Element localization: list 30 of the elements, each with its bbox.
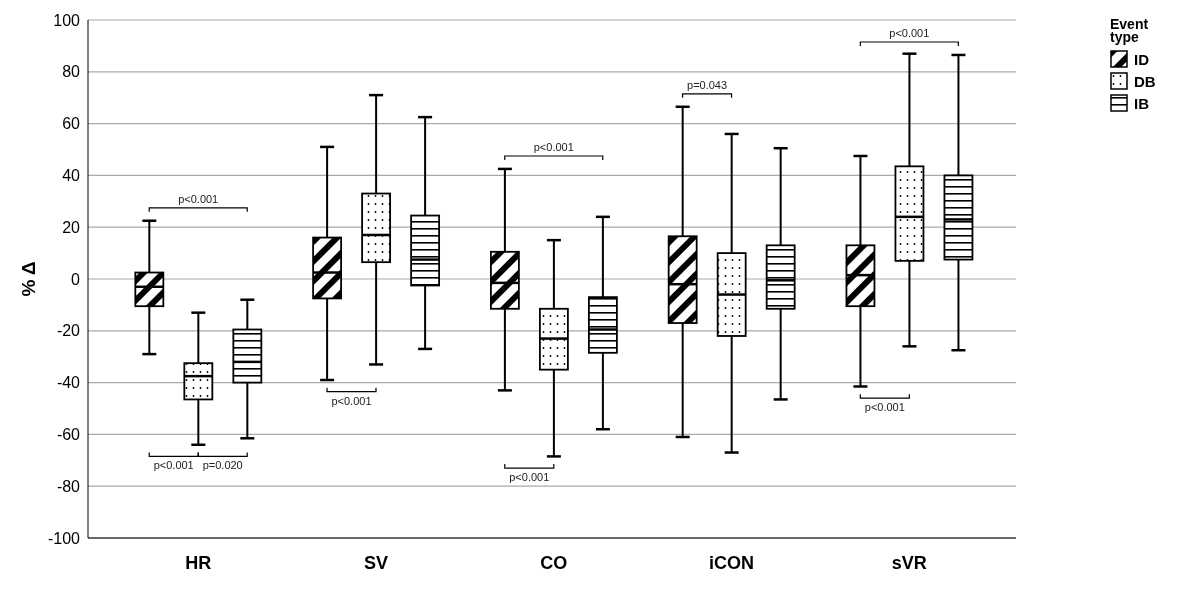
y-tick-label: 40 xyxy=(62,167,81,185)
annotation: p<0.001 xyxy=(864,401,905,414)
legend-label: ID xyxy=(1134,50,1149,68)
x-tick-label: sVR xyxy=(891,552,927,573)
annotation: p<0.001 xyxy=(331,394,372,407)
annotation: p<0.001 xyxy=(153,459,194,472)
annotation: p<0.001 xyxy=(889,27,930,40)
y-tick-label: -100 xyxy=(47,529,81,547)
x-tick-label: SV xyxy=(363,552,389,573)
legend-label: DB xyxy=(1134,72,1156,90)
annotation: p=0.020 xyxy=(202,459,243,472)
x-tick-label: CO xyxy=(540,552,568,573)
y-tick-label: 60 xyxy=(62,115,81,133)
legend-title: Event type xyxy=(1110,16,1150,45)
annotation: p<0.001 xyxy=(533,140,574,153)
y-tick-label: 0 xyxy=(71,270,81,288)
y-tick-label: -60 xyxy=(56,426,81,444)
x-tick-label: iCON xyxy=(709,552,755,573)
legend-label: IB xyxy=(1134,94,1149,112)
y-tick-label: -40 xyxy=(56,374,81,392)
y-tick-label: 80 xyxy=(62,63,81,81)
x-tick-label: HR xyxy=(185,552,212,573)
y-axis-title: % Δ xyxy=(17,261,39,297)
y-tick-label: -20 xyxy=(56,322,81,340)
annotation: p=0.043 xyxy=(687,78,728,91)
annotation: p<0.001 xyxy=(178,192,219,205)
y-tick-label: 20 xyxy=(62,218,81,236)
annotation: p<0.001 xyxy=(509,471,550,484)
y-tick-label: -80 xyxy=(56,477,81,495)
y-tick-label: 100 xyxy=(53,11,81,29)
